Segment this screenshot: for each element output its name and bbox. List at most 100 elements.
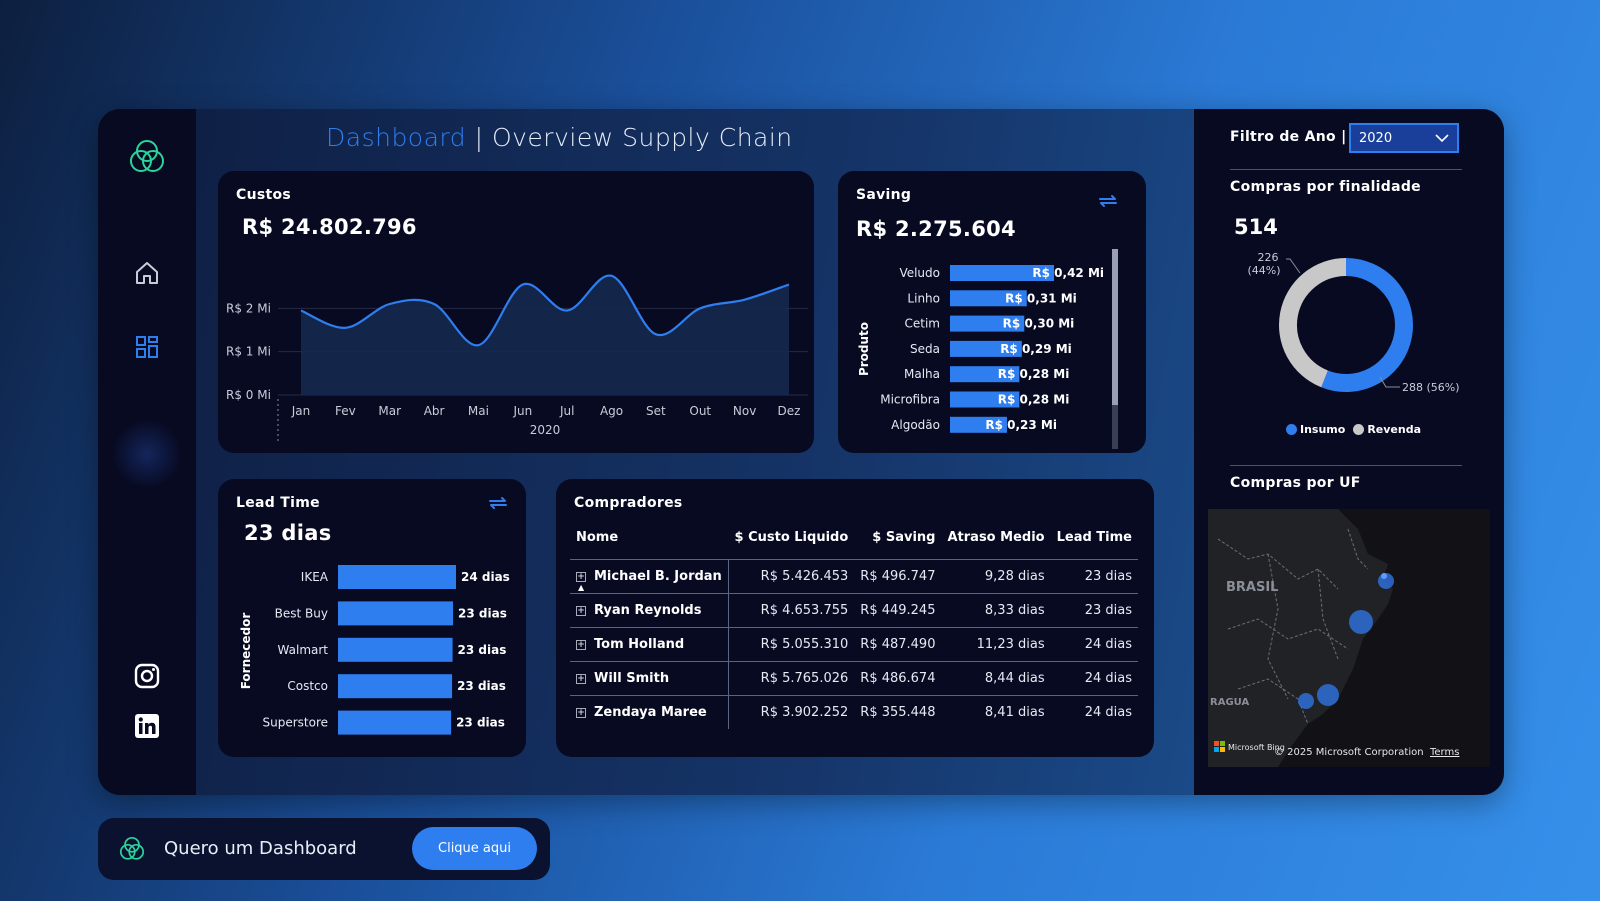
finalidade-total: 514 [1234,215,1278,239]
table-header-row: Nome ▲ $ Custo Liquido $ Saving Atraso Me… [570,517,1138,592]
x-tick-label: Abr [424,404,445,418]
row-saving: R$ 449.245 [854,593,942,628]
page-title: Dashboard | Overview Supply Chain [326,123,793,152]
cta-text: Quero um Dashboard [164,838,357,859]
leadtime-card: Lead Time 23 dias IKEA 24 dias Best Buy 23 … [218,479,526,757]
category-label: Cetim [905,317,941,331]
map-terms-link[interactable]: Terms [1429,747,1459,758]
table-row[interactable]: + Zendaya Maree R$ 3.902.252 R$ 355.448 8… [570,695,1138,729]
donut-slice [1321,258,1413,392]
data-label: 23 dias [458,606,507,620]
row-custo: R$ 3.902.252 [760,704,849,720]
map-bubble[interactable] [1298,693,1314,709]
year-filter-value: 2020 [1359,130,1393,146]
linkedin-icon[interactable] [131,710,163,742]
map-bubble[interactable] [1381,573,1387,579]
table-row[interactable]: + Will Smith R$ 5.765.026 R$ 486.674 8,44… [570,661,1138,696]
row-atraso: 8,41 dias [984,704,1045,720]
row-nome: Michael B. Jordan [594,568,722,584]
x-tick-label: Mai [468,404,489,418]
map-bubble[interactable] [1317,684,1339,706]
saving-label: Saving [856,187,912,203]
bar [338,601,454,626]
category-label: Costco [287,679,328,693]
uf-label: Compras por UF [1230,475,1361,491]
dashboard-grid-icon[interactable] [131,331,163,363]
data-label: R$ 0,31 Mi [1005,291,1077,305]
x-tick-label: Out [689,404,711,418]
expand-icon[interactable]: + [576,571,586,582]
y-tick-label: R$ 0 Mi [226,388,271,402]
col-header-saving[interactable]: $ Saving [854,517,942,560]
donut-slice [1279,258,1347,388]
row-custo: R$ 5.765.026 [728,661,855,696]
cta-button[interactable]: Clique aqui [412,827,537,870]
custos-card: Custos R$ 24.802.796 R$ 0 Mi R$ 1 Mi R$ 2 … [218,171,814,453]
x-tick-label: Dez [778,404,801,418]
year-filter-select[interactable]: 2020 [1349,123,1459,153]
divider [1230,169,1462,170]
row-lead: 23 dias [1050,593,1138,628]
data-label: R$ 0,42 Mi [1032,266,1104,280]
table-row[interactable]: + Ryan Reynolds R$ 4.653.755 R$ 449.245 8… [570,593,1138,628]
bar [338,710,452,735]
microsoft-logo-icon [1214,741,1225,752]
data-label: R$ 0,28 Mi [998,393,1070,407]
scrollbar-thumb[interactable] [1112,249,1118,405]
home-icon[interactable] [131,257,163,289]
map-bubble[interactable] [1349,610,1373,634]
data-label: R$ 0,23 Mi [985,418,1057,432]
row-atraso: 9,28 dias [941,559,1051,594]
x-tick-label: Nov [733,404,756,418]
custos-value: R$ 24.802.796 [242,215,417,239]
data-label: R$ 0,30 Mi [1003,317,1075,331]
x-tick-label: Set [646,404,666,418]
row-saving: R$ 486.674 [854,661,942,696]
bar [950,391,1020,408]
x-tick-label: Fev [335,404,356,418]
uf-map[interactable]: BRASIL RAGUA Microsoft Bing © 2025 Micro… [1208,509,1490,767]
row-custo: R$ 5.055.310 [728,627,855,662]
bar [950,290,1027,307]
scrollbar-track[interactable] [1112,249,1118,449]
bar [338,674,453,699]
main-content: Dashboard | Overview Supply Chain Custos… [196,109,1194,795]
col-header-atraso[interactable]: Atraso Medio [941,517,1051,560]
legend-item-insumo[interactable]: Insumo [1286,423,1345,436]
col-header-custo[interactable]: $ Custo Liquido [728,517,855,560]
donut-legend: Insumo Revenda [1286,423,1421,436]
col-header-nome[interactable]: Nome ▲ [570,517,729,592]
dashboard-frame: Dashboard | Overview Supply Chain Custos… [98,109,1504,795]
finalidade-donut-chart: 288 (56%) 226(44%) [1247,251,1459,394]
compradores-card: Compradores Nome ▲ $ Custo Liquido $ Savi… [556,479,1154,757]
sort-asc-icon: ▲ [578,583,585,592]
saving-bar-chart: Veludo R$ 0,42 Mi Linho R$ 0,31 Mi Cetim R$ 0… [857,265,1104,433]
x-tick-label: Jul [559,404,574,418]
refresh-icon[interactable] [486,491,510,515]
row-nome: Will Smith [594,670,670,686]
data-label: 23 dias [458,643,507,657]
y-axis-label: Fornecedor [239,613,253,690]
expand-icon[interactable]: + [576,639,586,650]
row-saving: R$ 355.448 [860,704,936,720]
row-atraso: 11,23 dias [941,627,1051,662]
expand-icon[interactable]: + [576,707,586,718]
chevron-down-icon [1435,134,1449,143]
active-item-glow [112,419,182,489]
col-header-lead[interactable]: Lead Time [1050,517,1138,560]
category-label: IKEA [301,570,329,584]
refresh-icon[interactable] [1096,189,1120,213]
table-row[interactable]: + Tom Holland R$ 5.055.310 R$ 487.490 11,… [570,627,1138,662]
legend-item-revenda[interactable]: Revenda [1353,423,1421,436]
y-axis-label: Produto [857,322,871,376]
category-label: Best Buy [275,606,328,620]
category-label: Linho [907,291,940,305]
map-attribution: © 2025 Microsoft Corporation [1274,747,1424,758]
year-filter-label: Filtro de Ano | [1230,129,1347,145]
map-label-brasil: BRASIL [1226,580,1278,595]
table-row[interactable]: + Michael B. Jordan R$ 5.426.453 R$ 496.7… [570,559,1138,594]
expand-icon[interactable]: + [576,673,586,684]
instagram-icon[interactable] [131,660,163,692]
data-label: 23 dias [457,679,506,693]
expand-icon[interactable]: + [576,605,586,616]
